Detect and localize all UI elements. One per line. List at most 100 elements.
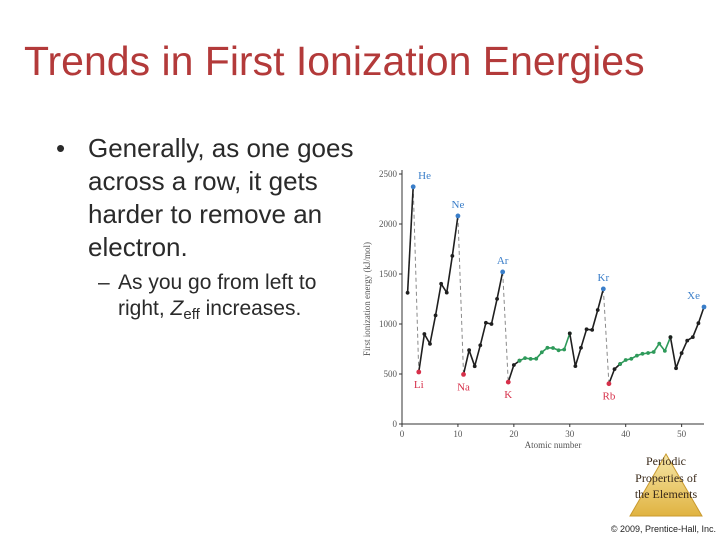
element-labels: He Ne Ar Kr Xe Li Na K Rb <box>414 170 700 403</box>
bullet-marker: • <box>56 133 66 163</box>
alkali-metal-point <box>461 372 466 377</box>
data-point <box>668 335 673 340</box>
data-point <box>584 327 589 332</box>
bullet-text: Generally, as one goes across a row, it … <box>88 133 354 262</box>
transition-point <box>662 349 667 353</box>
noble-gas-point <box>410 184 416 190</box>
data-point <box>472 364 477 369</box>
noble-gas-label: He <box>418 170 431 182</box>
transition-series-line <box>519 333 571 362</box>
data-point <box>428 342 432 346</box>
drop-line <box>412 186 420 373</box>
data-point <box>422 332 427 336</box>
drop-line <box>602 288 610 384</box>
sub-bullet-text-end: increases. <box>199 297 302 320</box>
drop-lines <box>412 186 610 384</box>
y-tick-label: 2000 <box>379 219 398 229</box>
noble-gas-label: Ar <box>497 255 509 267</box>
x-tick-label: 0 <box>400 429 405 439</box>
data-point <box>696 321 701 326</box>
series-line <box>406 186 414 293</box>
y-tick-label: 0 <box>393 419 398 429</box>
transition-point <box>545 345 550 350</box>
data-point <box>685 338 690 343</box>
data-point <box>679 351 684 355</box>
badge-caption: Periodic Properties of the Elements <box>634 454 698 501</box>
noble-gas-point <box>500 269 506 275</box>
series-line <box>462 271 504 375</box>
data-point <box>573 364 578 368</box>
data-point <box>511 363 516 367</box>
data-point <box>674 366 678 371</box>
drop-line <box>502 271 509 383</box>
noble-gas-point <box>701 304 707 310</box>
slide-title: Trends in First Ionization Energies <box>24 38 645 84</box>
bullet-item: • Generally, as one goes across a row, i… <box>56 132 356 264</box>
noble-gas-point <box>455 213 461 219</box>
data-point <box>444 290 449 295</box>
x-axis-label: Atomic number <box>525 440 582 450</box>
data-point <box>495 297 499 301</box>
noble-gas-label: Xe <box>687 290 700 302</box>
data-point <box>478 343 483 348</box>
y-axis-label: First ionization energy (kJ/mol) <box>362 242 372 356</box>
transition-point <box>523 356 527 360</box>
transition-point <box>551 346 555 350</box>
transition-point <box>623 358 628 362</box>
y-tick-label: 1500 <box>379 269 398 279</box>
data-point <box>595 308 600 312</box>
transition-point <box>528 357 533 361</box>
drop-line <box>457 215 465 375</box>
y-tick-label: 2500 <box>379 169 398 179</box>
alkali-metal-point <box>606 381 612 387</box>
transition-point <box>556 348 561 353</box>
transition-point <box>651 350 656 354</box>
transition-point <box>534 356 539 361</box>
noble-gas-label: Ne <box>452 199 465 211</box>
transition-point <box>640 351 645 356</box>
bullet-list: • Generally, as one goes across a row, i… <box>56 132 356 328</box>
series-line <box>608 363 621 384</box>
series-line <box>669 306 705 369</box>
alkali-metal-label: Na <box>457 381 470 393</box>
x-tick-label: 30 <box>565 429 575 439</box>
zeff-symbol: Z <box>170 297 184 320</box>
noble-gas-point <box>600 286 606 292</box>
zeff-subscript: eff <box>183 306 200 323</box>
transition-point <box>646 351 650 355</box>
transition-point <box>562 347 567 352</box>
sub-bullet-text-start: As you go from left to right, <box>118 271 317 320</box>
data-point <box>450 254 455 258</box>
x-tick-label: 20 <box>509 429 519 439</box>
data-point <box>567 331 572 336</box>
ionization-energy-chart: 0 500 1000 1500 2000 2500 0 10 20 30 40 50 Atomic nu… <box>362 169 707 450</box>
data-point <box>467 348 472 353</box>
data-point <box>690 335 695 339</box>
data-point <box>489 322 494 326</box>
transition-point <box>634 353 639 358</box>
transition-point <box>517 358 522 363</box>
series-line <box>417 215 459 373</box>
y-tick-label: 1000 <box>379 319 398 329</box>
x-tick-label: 10 <box>453 429 463 439</box>
data-point <box>590 328 595 332</box>
y-tick-label: 500 <box>384 369 398 379</box>
copyright-notice: © 2009, Prentice-Hall, Inc. <box>610 524 716 534</box>
data-point <box>612 367 617 371</box>
x-tick-label: 40 <box>621 429 631 439</box>
transition-point <box>539 350 544 355</box>
data-point <box>439 281 444 286</box>
alkali-metal-label: Rb <box>603 391 616 403</box>
series-lines <box>406 186 705 384</box>
transition-point <box>618 362 623 366</box>
x-tick-label: 50 <box>677 429 687 439</box>
data-point <box>433 313 438 318</box>
transition-point <box>629 356 634 361</box>
data-point <box>579 345 583 350</box>
data-point <box>405 290 410 295</box>
alkali-metal-label: K <box>504 389 512 401</box>
triangle-logo-icon <box>629 453 703 517</box>
transition-series-line <box>619 336 672 365</box>
alkali-metal-point <box>416 369 422 375</box>
